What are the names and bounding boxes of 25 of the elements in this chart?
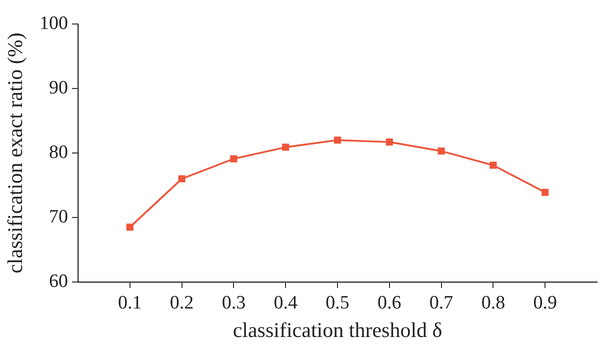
y-axis-title: classification exact ratio (%) — [3, 32, 28, 274]
y-tick-label: 70 — [49, 206, 68, 228]
x-tick-label: 0.5 — [326, 292, 350, 314]
x-axis-title: classification threshold δ — [232, 318, 442, 342]
x-tick-label: 0.8 — [481, 292, 506, 314]
x-tick-label: 0.3 — [222, 292, 246, 314]
point — [178, 175, 186, 182]
y-tick-label: 80 — [49, 142, 68, 163]
y-tick-label: 90 — [49, 77, 68, 98]
x-tick-label: 0.9 — [533, 292, 557, 314]
point — [230, 155, 238, 162]
point — [386, 138, 393, 146]
y-tick-label: 100 — [40, 12, 68, 34]
x-tick-label: 0.6 — [378, 292, 402, 314]
x-tick-label: 0.4 — [274, 292, 298, 314]
x-tick-label: 0.7 — [429, 292, 454, 314]
point — [282, 144, 290, 151]
point — [490, 162, 497, 169]
point — [438, 148, 445, 155]
x-tick-label: 0.2 — [170, 292, 194, 314]
point — [334, 136, 342, 144]
x-tick-label: 0.1 — [118, 292, 142, 314]
point — [126, 224, 134, 231]
y-tick-label: 60 — [49, 270, 68, 292]
point — [542, 188, 549, 196]
